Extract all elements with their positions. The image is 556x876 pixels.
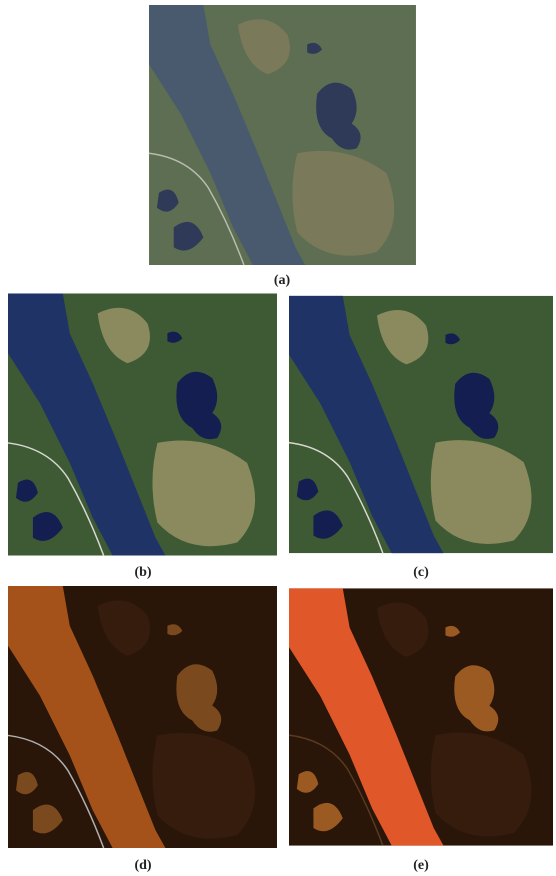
- panel-label: (e): [413, 858, 429, 873]
- panel-label: (b): [134, 565, 151, 580]
- panel-image: [8, 586, 277, 848]
- panel-image: [149, 5, 416, 265]
- panel-label: (c): [413, 565, 429, 580]
- panel-image: [289, 588, 553, 845]
- panel-label: (a): [274, 273, 291, 288]
- panel-image: [8, 293, 277, 555]
- panel-image: [289, 296, 553, 553]
- page: (a) (b) (c) (d) (e) (() => { const data …: [0, 0, 556, 876]
- panel-label: (d): [134, 858, 151, 873]
- figure: (a) (b) (c) (d) (e): [0, 0, 556, 876]
